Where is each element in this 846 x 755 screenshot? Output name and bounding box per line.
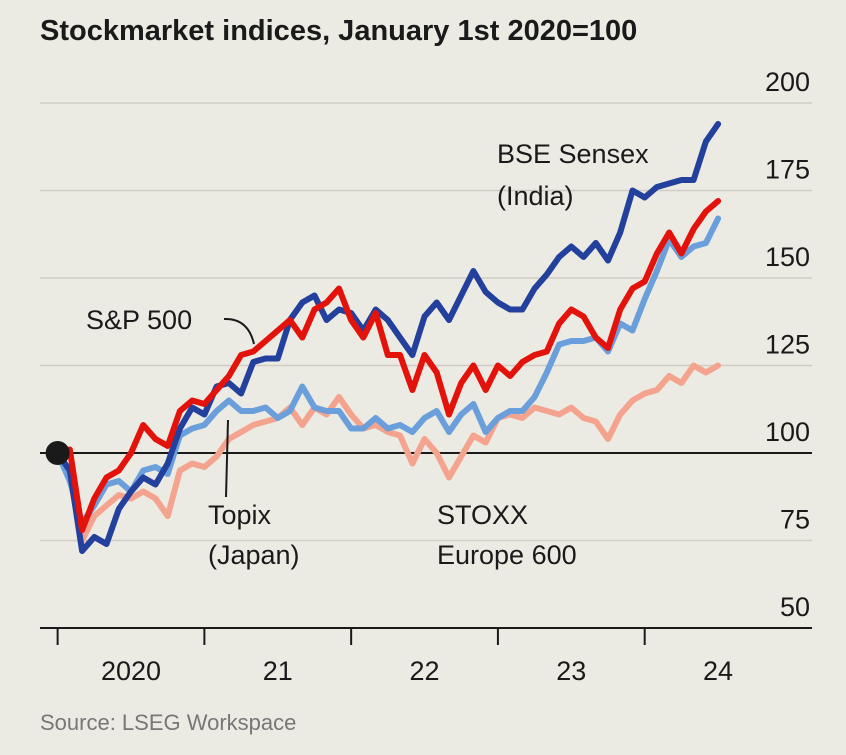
y-tick-label: 175 bbox=[765, 155, 810, 185]
lines bbox=[45, 121, 722, 554]
annotation: Europe 600 bbox=[437, 540, 577, 570]
annotation: (India) bbox=[497, 181, 574, 211]
series-line bbox=[54, 362, 722, 544]
y-tick-label: 200 bbox=[765, 67, 810, 97]
y-tick-label: 125 bbox=[765, 330, 810, 360]
start-dot bbox=[45, 441, 70, 465]
y-tick-label: 100 bbox=[765, 417, 810, 447]
source: Source: LSEG Workspace bbox=[40, 710, 296, 735]
annotation: STOXX bbox=[437, 500, 528, 530]
annotation: S&P 500 bbox=[86, 305, 192, 335]
x-tick-label: 2020 bbox=[101, 656, 161, 686]
annotation: Topix bbox=[208, 500, 272, 530]
leader-line bbox=[223, 317, 255, 345]
series-line bbox=[54, 215, 722, 526]
x-tick-label: 22 bbox=[410, 656, 440, 686]
y-tick-label: 150 bbox=[765, 242, 810, 272]
leader-line bbox=[225, 419, 229, 498]
series-line bbox=[54, 198, 722, 533]
labels: BSE Sensex (India) S&P 500 Topix (Japan)… bbox=[86, 139, 649, 570]
series-line bbox=[54, 121, 722, 554]
annotation: BSE Sensex bbox=[497, 139, 649, 169]
y-tick-label: 50 bbox=[780, 592, 810, 622]
chart-title: Stockmarket indices, January 1st 2020=10… bbox=[40, 15, 637, 47]
annotation: (Japan) bbox=[208, 540, 300, 570]
x-tick-label: 21 bbox=[263, 656, 293, 686]
y-tick-label: 75 bbox=[780, 505, 810, 535]
grid: 50 75 100 125 150 175 200 2020 21 22 23 24 bbox=[40, 67, 812, 686]
x-tick-label: 24 bbox=[703, 656, 733, 686]
x-tick-label: 23 bbox=[556, 656, 586, 686]
